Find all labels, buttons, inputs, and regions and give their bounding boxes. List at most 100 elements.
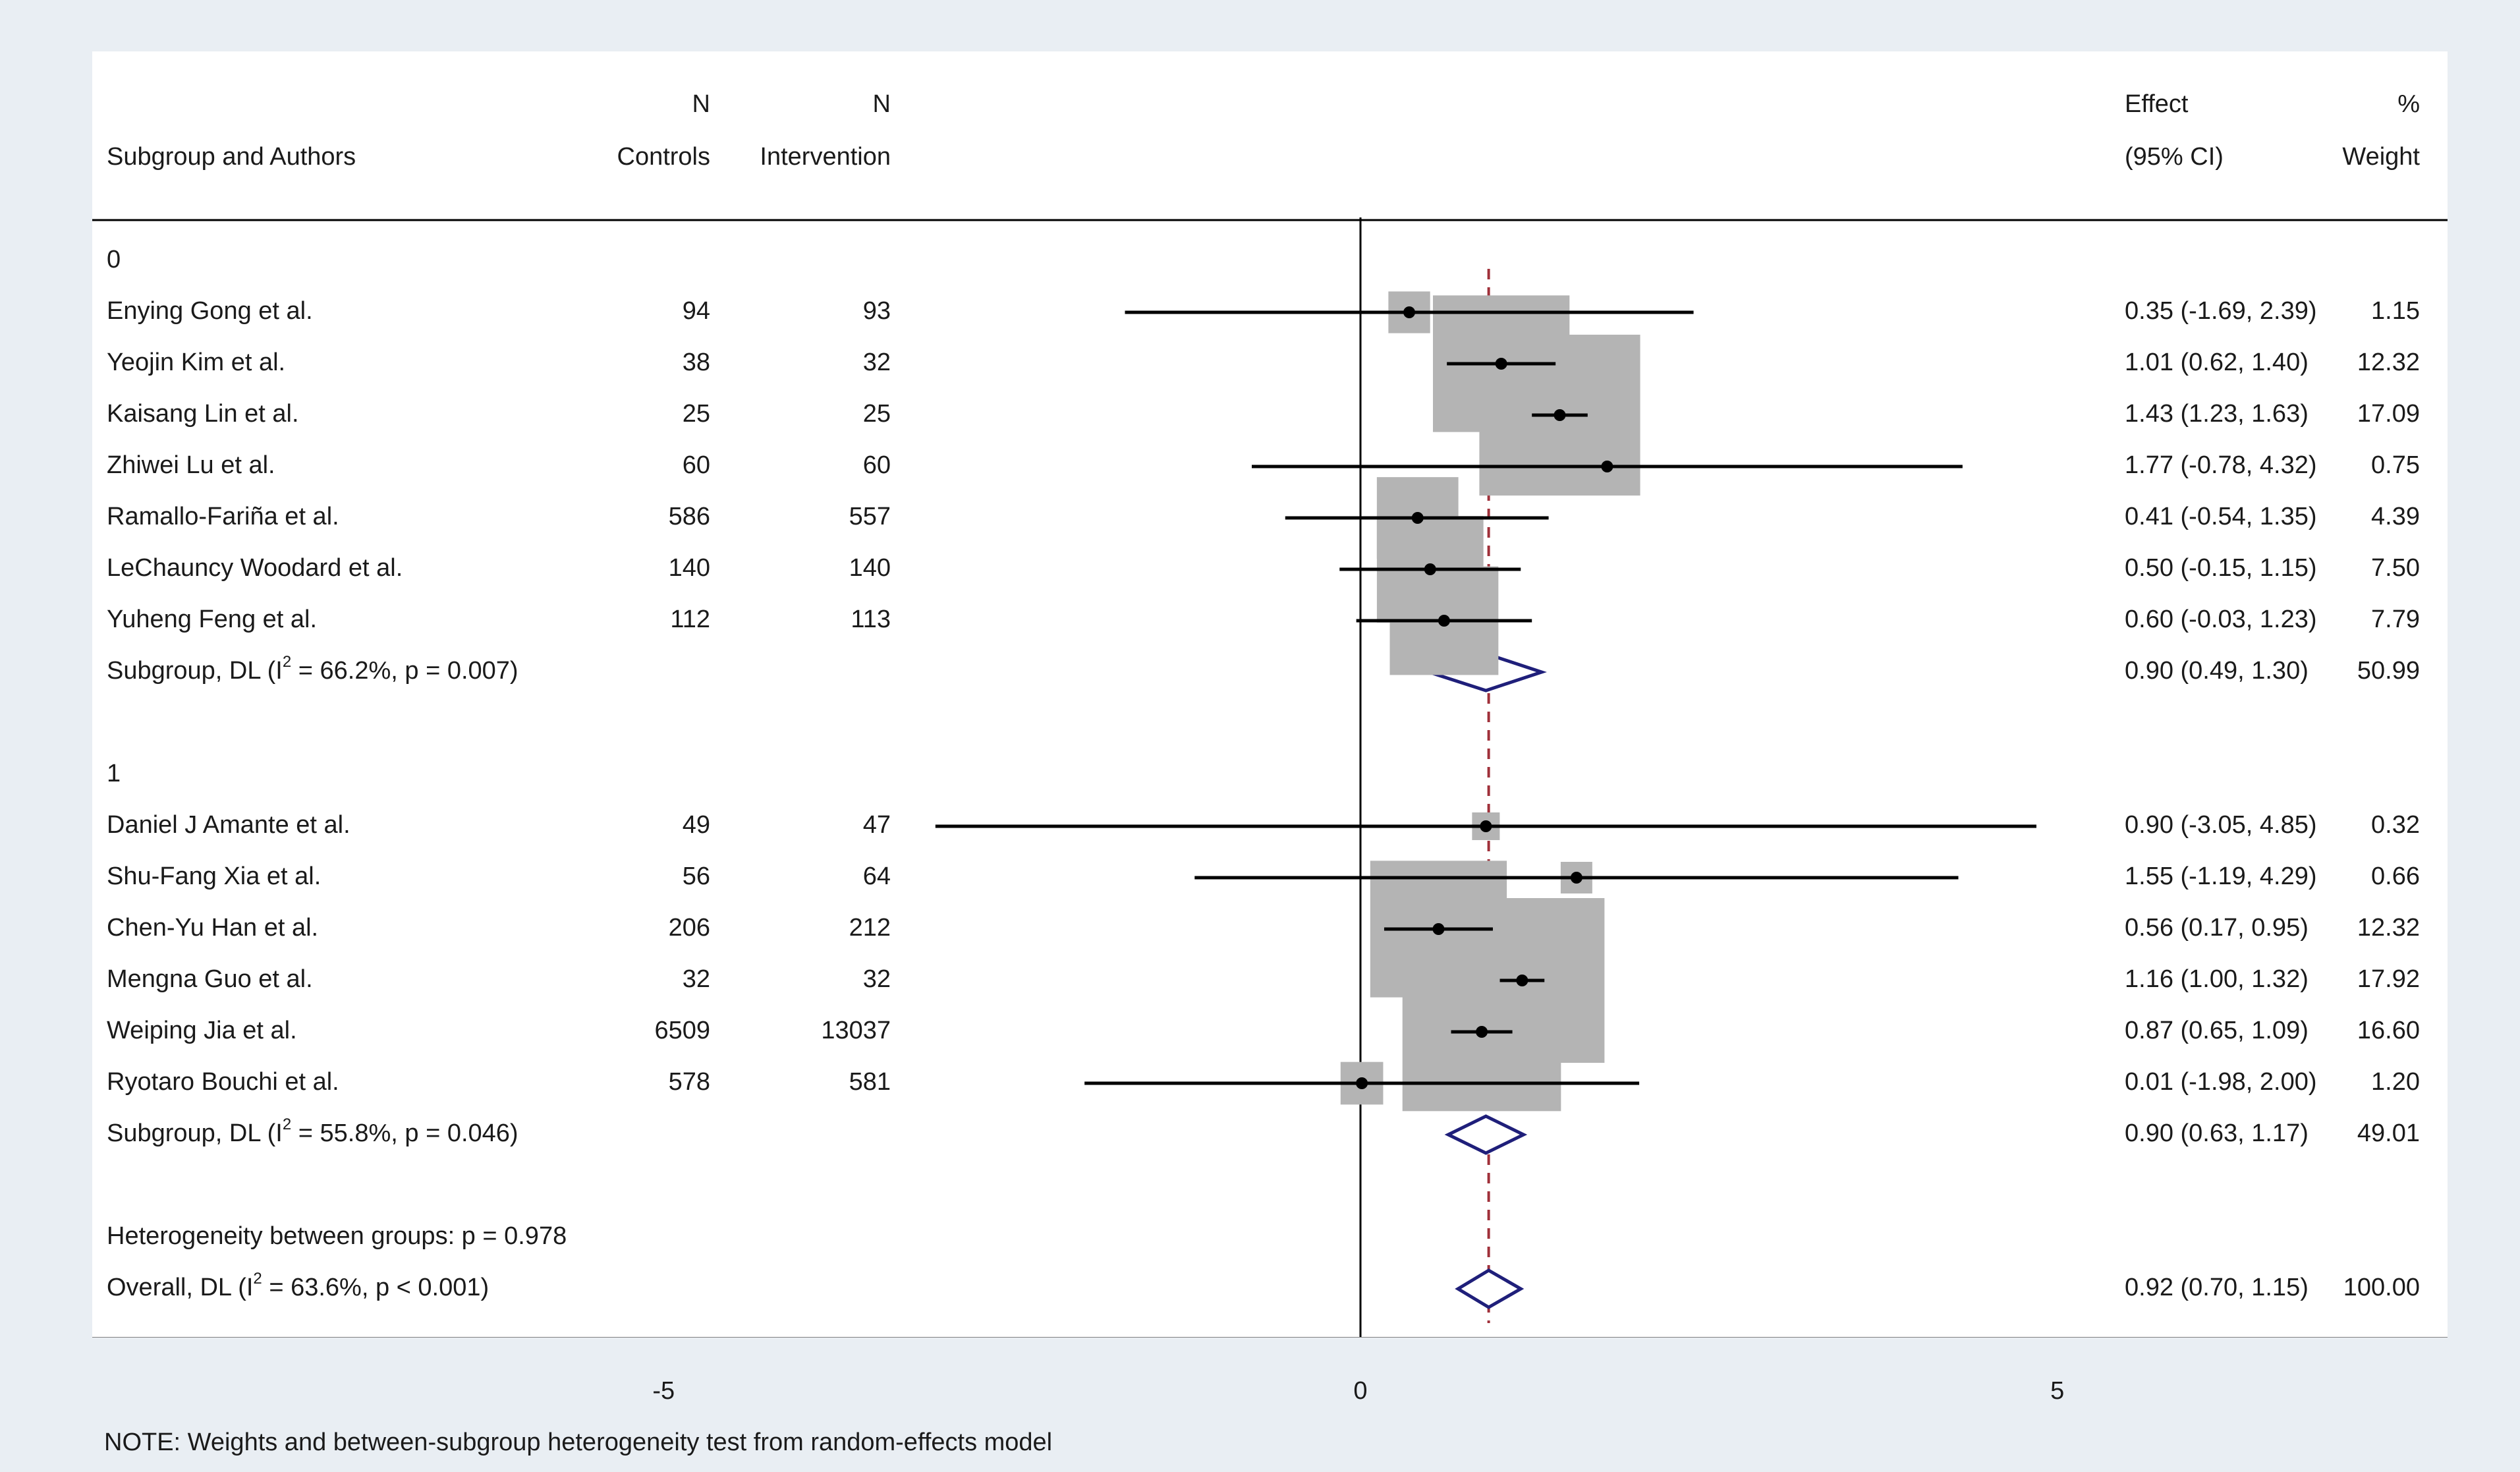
intervention-n: 140 bbox=[849, 554, 891, 582]
subgroup-effect-text: 0.90 (0.49, 1.30) bbox=[2125, 657, 2309, 685]
point-estimate bbox=[1424, 563, 1436, 575]
intervention-n: 581 bbox=[849, 1068, 891, 1096]
controls-n: 206 bbox=[669, 914, 710, 942]
intervention-n: 93 bbox=[863, 297, 891, 325]
subgroup-heading: 1 bbox=[107, 760, 121, 787]
point-estimate bbox=[1601, 461, 1613, 472]
forest-plot: N Controls N Intervention Subgroup and Autho… bbox=[92, 90, 2448, 1338]
point-estimate bbox=[1438, 615, 1450, 627]
point-estimate bbox=[1403, 306, 1416, 318]
plot-panel: N Controls N Intervention Subgroup and Autho… bbox=[92, 51, 2448, 1338]
intervention-n: 557 bbox=[849, 503, 891, 530]
header-effect-label: Effect bbox=[2125, 90, 2189, 118]
weight-text: 12.32 bbox=[2357, 349, 2420, 376]
header-ci-label: (95% CI) bbox=[2125, 143, 2224, 171]
effect-ci-text: 0.87 (0.65, 1.09) bbox=[2125, 1017, 2309, 1044]
effect-ci-text: 0.50 (-0.15, 1.15) bbox=[2125, 554, 2317, 582]
study-label: Chen-Yu Han et al. bbox=[107, 914, 318, 942]
study-label: Weiping Jia et al. bbox=[107, 1017, 297, 1044]
intervention-n: 60 bbox=[863, 451, 891, 479]
intervention-n: 32 bbox=[863, 349, 891, 376]
intervention-n: 25 bbox=[863, 400, 891, 428]
weight-text: 7.50 bbox=[2371, 554, 2420, 582]
point-estimate bbox=[1516, 975, 1528, 986]
intervention-n: 113 bbox=[851, 606, 891, 633]
subgroup-summary-label: Subgroup, DL (I2 = 66.2%, p = 0.007) bbox=[107, 653, 518, 685]
study-label: Yeojin Kim et al. bbox=[107, 349, 285, 376]
header-controls-label: Controls bbox=[617, 143, 711, 171]
header-weight-label: Weight bbox=[2342, 143, 2420, 171]
x-tick-label: -5 bbox=[652, 1377, 675, 1405]
weight-text: 1.15 bbox=[2371, 297, 2420, 325]
subgroup-diamond bbox=[1444, 1114, 1528, 1155]
intervention-n: 13037 bbox=[821, 1017, 891, 1044]
study-label: Enying Gong et al. bbox=[107, 297, 313, 325]
intervention-n: 32 bbox=[863, 965, 891, 993]
study-label: LeChauncy Woodard et al. bbox=[107, 554, 403, 582]
overall-diamond bbox=[1455, 1268, 1525, 1309]
point-estimate bbox=[1476, 1026, 1488, 1038]
controls-n: 140 bbox=[669, 554, 710, 582]
header-intervention-label: Intervention bbox=[760, 143, 891, 171]
weight-text: 0.75 bbox=[2371, 451, 2420, 479]
controls-n: 112 bbox=[670, 606, 710, 633]
header-controls-n: N bbox=[692, 90, 710, 118]
subgroup-heading: 0 bbox=[107, 246, 121, 273]
point-estimate bbox=[1554, 409, 1566, 421]
header-author-label: Subgroup and Authors bbox=[107, 143, 356, 171]
study-label: Ramallo-Fariña et al. bbox=[107, 503, 339, 530]
study-label: Shu-Fang Xia et al. bbox=[107, 863, 321, 890]
weight-text: 16.60 bbox=[2357, 1017, 2420, 1044]
subgroup-weight-text: 49.01 bbox=[2357, 1119, 2420, 1147]
study-label: Ryotaro Bouchi et al. bbox=[107, 1068, 339, 1096]
controls-n: 49 bbox=[683, 811, 710, 839]
weight-text: 1.20 bbox=[2371, 1068, 2420, 1096]
point-estimate bbox=[1411, 512, 1424, 524]
point-estimate bbox=[1480, 820, 1492, 832]
effect-ci-text: 0.41 (-0.54, 1.35) bbox=[2125, 503, 2317, 530]
overall-label: Overall, DL (I2 = 63.6%, p < 0.001) bbox=[107, 1270, 489, 1301]
effect-ci-text: 0.90 (-3.05, 4.85) bbox=[2125, 811, 2317, 839]
subgroup-effect-text: 0.90 (0.63, 1.17) bbox=[2125, 1119, 2309, 1147]
controls-n: 25 bbox=[683, 400, 710, 428]
x-tick-label: 5 bbox=[2050, 1377, 2065, 1405]
point-estimate bbox=[1495, 358, 1507, 370]
point-estimate bbox=[1432, 923, 1445, 935]
subgroup-summary-label: Subgroup, DL (I2 = 55.8%, p = 0.046) bbox=[107, 1116, 518, 1147]
point-estimate bbox=[1570, 872, 1582, 884]
effect-ci-text: 1.77 (-0.78, 4.32) bbox=[2125, 451, 2317, 479]
intervention-n: 212 bbox=[849, 914, 891, 942]
weight-text: 4.39 bbox=[2371, 503, 2420, 530]
effect-ci-text: 1.43 (1.23, 1.63) bbox=[2125, 400, 2309, 428]
study-label: Yuheng Feng et al. bbox=[107, 606, 317, 633]
study-label: Zhiwei Lu et al. bbox=[107, 451, 275, 479]
controls-n: 32 bbox=[683, 965, 710, 993]
study-label: Kaisang Lin et al. bbox=[107, 400, 299, 428]
effect-ci-text: 1.55 (-1.19, 4.29) bbox=[2125, 863, 2317, 890]
overall-effect-text: 0.92 (0.70, 1.15) bbox=[2125, 1274, 2309, 1301]
controls-n: 38 bbox=[683, 349, 710, 376]
weight-text: 17.92 bbox=[2357, 965, 2420, 993]
effect-ci-text: 0.56 (0.17, 0.95) bbox=[2125, 914, 2309, 942]
effect-ci-text: 1.01 (0.62, 1.40) bbox=[2125, 349, 2309, 376]
effect-ci-text: 0.60 (-0.03, 1.23) bbox=[2125, 606, 2317, 633]
controls-n: 578 bbox=[669, 1068, 710, 1096]
controls-n: 60 bbox=[683, 451, 710, 479]
controls-n: 94 bbox=[683, 297, 710, 325]
effect-ci-text: 1.16 (1.00, 1.32) bbox=[2125, 965, 2309, 993]
overall-weight-text: 100.00 bbox=[2343, 1274, 2420, 1301]
footnote: NOTE: Weights and between-subgroup heter… bbox=[104, 1429, 1053, 1456]
weight-text: 12.32 bbox=[2357, 914, 2420, 942]
point-estimate bbox=[1356, 1077, 1368, 1089]
weight-text: 7.79 bbox=[2371, 606, 2420, 633]
study-label: Daniel J Amante et al. bbox=[107, 811, 350, 839]
study-label: Mengna Guo et al. bbox=[107, 965, 313, 993]
controls-n: 56 bbox=[683, 863, 710, 890]
intervention-n: 64 bbox=[863, 863, 891, 890]
intervention-n: 47 bbox=[863, 811, 891, 839]
x-tick-label: 0 bbox=[1353, 1377, 1368, 1405]
header-intervention-n: N bbox=[873, 90, 891, 118]
effect-ci-text: 0.01 (-1.98, 2.00) bbox=[2125, 1068, 2317, 1096]
weight-text: 17.09 bbox=[2357, 400, 2420, 428]
